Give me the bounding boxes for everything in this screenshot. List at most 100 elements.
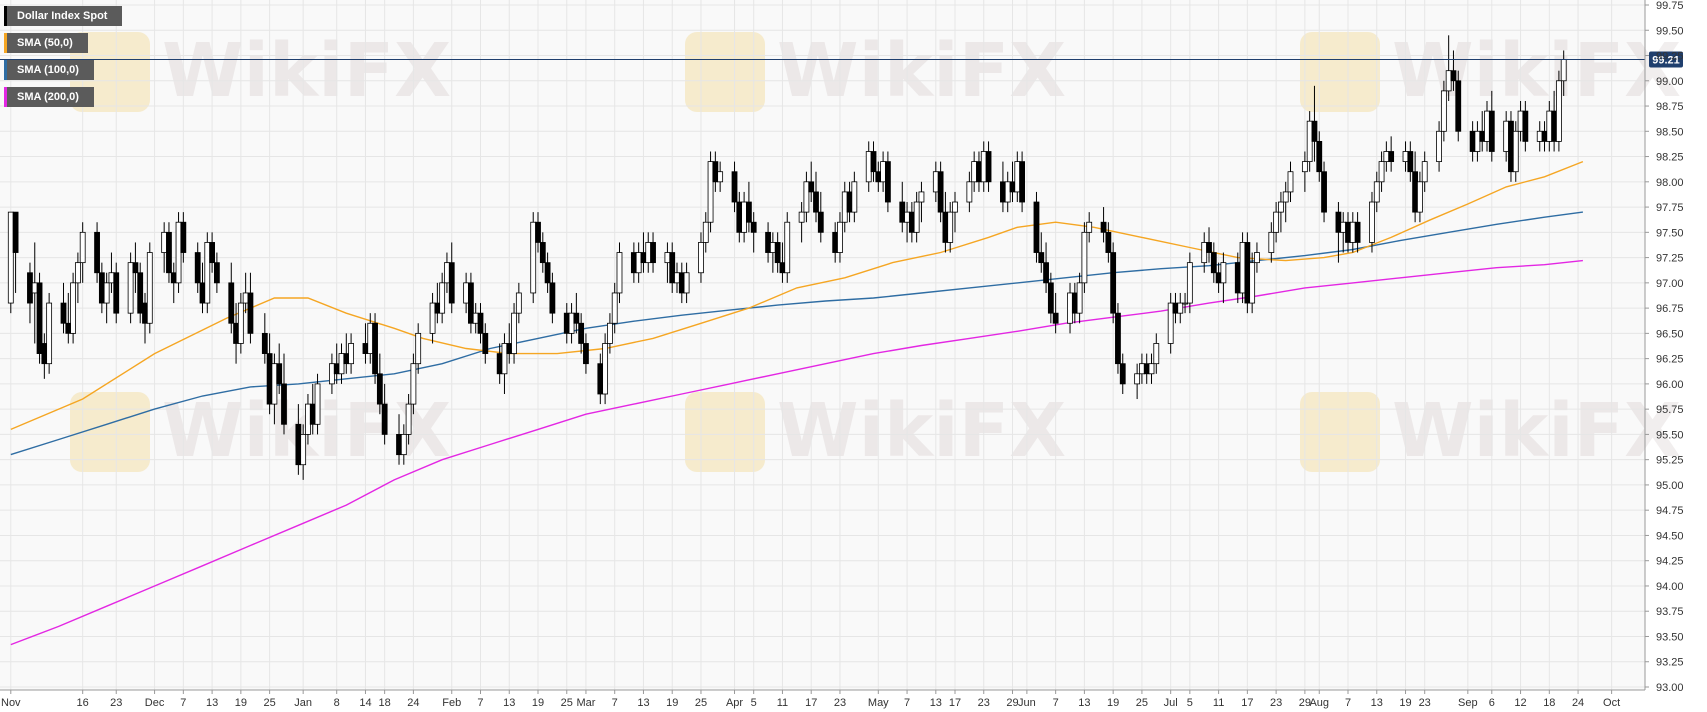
- candle: [669, 242, 676, 293]
- candle: [1388, 136, 1395, 172]
- candle-body: [736, 201, 743, 233]
- candle-body: [908, 211, 915, 233]
- candle: [1455, 70, 1462, 142]
- y-tick-label: 94.00: [1656, 581, 1684, 593]
- candle-body: [1134, 373, 1141, 385]
- x-tick-label: 23: [1270, 697, 1282, 709]
- candle-body: [1388, 151, 1395, 163]
- y-tick-label: 97.75: [1656, 202, 1684, 214]
- candle-body: [1038, 252, 1045, 264]
- candle-body: [1469, 130, 1476, 152]
- candle: [410, 353, 417, 415]
- candle: [511, 303, 517, 364]
- candle-body: [333, 363, 340, 375]
- candle-body: [396, 434, 402, 456]
- x-tick-label: 7: [904, 697, 910, 709]
- candle: [1110, 242, 1117, 324]
- candle-body: [568, 312, 575, 334]
- candle-body: [1354, 221, 1361, 243]
- x-tick-label: 19: [1107, 697, 1119, 709]
- candle-body: [1340, 221, 1347, 233]
- candle-body: [544, 262, 551, 284]
- candle-body: [233, 322, 239, 344]
- candle: [539, 232, 546, 273]
- candle-body: [194, 252, 201, 284]
- candle: [607, 313, 613, 354]
- legend-item-sma50[interactable]: SMA (50,0): [4, 33, 88, 53]
- candle-body: [448, 262, 455, 304]
- candle: [1210, 242, 1217, 283]
- candle: [702, 212, 709, 253]
- candle-body: [1369, 201, 1375, 243]
- candle-body: [108, 272, 115, 284]
- candle: [276, 343, 283, 394]
- candle-body: [1177, 302, 1184, 314]
- candle-body: [1282, 191, 1289, 203]
- candle: [535, 212, 541, 253]
- candle-body: [650, 242, 656, 264]
- candle-body: [674, 272, 680, 284]
- candle-body: [1522, 110, 1529, 142]
- candle-body: [1244, 242, 1251, 304]
- candle: [616, 242, 623, 304]
- candle: [448, 242, 455, 314]
- x-tick-label: 8: [334, 697, 340, 709]
- watermark-text: WikiFX: [777, 28, 1066, 114]
- candle-body: [1412, 171, 1419, 213]
- candle: [1373, 171, 1380, 213]
- candle-body: [1052, 312, 1059, 324]
- y-tick-label: 96.00: [1656, 379, 1684, 391]
- x-tick-label: 29: [1299, 697, 1311, 709]
- x-tick-label: 13: [503, 697, 515, 709]
- x-tick-label: Feb: [442, 697, 461, 709]
- legend-item-sma100[interactable]: SMA (100,0): [4, 60, 94, 80]
- candle: [213, 252, 220, 293]
- candle: [1436, 121, 1442, 172]
- candle-body: [46, 302, 53, 365]
- candle-body: [429, 302, 436, 334]
- x-tick-label: 13: [1371, 697, 1383, 709]
- y-tick-label: 95.00: [1656, 480, 1684, 492]
- candle-body: [1455, 80, 1462, 132]
- x-tick-label: Aug: [1309, 697, 1329, 709]
- candle-body: [472, 312, 479, 324]
- candle: [884, 151, 891, 213]
- candle-body: [463, 282, 470, 304]
- x-tick-label: 23: [978, 697, 990, 709]
- x-tick-label: Nov: [1, 697, 21, 709]
- candle: [1440, 80, 1447, 142]
- candle-body: [884, 161, 891, 203]
- candle: [1043, 242, 1049, 293]
- legend-item-instrument[interactable]: Dollar Index Spot: [4, 6, 123, 26]
- candle: [1105, 222, 1112, 263]
- candle: [103, 272, 110, 324]
- candle-body: [199, 282, 206, 304]
- x-tick-label: 24: [1572, 697, 1584, 709]
- candle: [1134, 363, 1141, 400]
- watermark-logo-icon: [1300, 32, 1380, 112]
- candle-body: [583, 343, 589, 365]
- candle-body: [1306, 120, 1313, 163]
- candle-body: [266, 353, 273, 405]
- candle-body: [175, 221, 182, 284]
- legend-swatch-sma50: [4, 33, 7, 53]
- y-tick-label: 93.50: [1656, 631, 1684, 643]
- x-tick-label: 5: [751, 697, 757, 709]
- candle: [247, 272, 254, 344]
- legend-item-sma200[interactable]: SMA (200,0): [4, 87, 94, 107]
- candle-body: [530, 221, 537, 294]
- candle-body: [1402, 151, 1409, 163]
- candle-body: [1043, 262, 1049, 284]
- candle-body: [597, 363, 604, 395]
- y-tick-label: 98.00: [1656, 177, 1684, 189]
- x-tick-label: 17: [949, 697, 961, 709]
- candle-body: [664, 252, 671, 264]
- candle-body: [1474, 130, 1481, 152]
- candle: [1100, 207, 1107, 243]
- candle: [1278, 191, 1284, 233]
- x-tick-label: 23: [110, 697, 122, 709]
- candle-body: [1215, 272, 1222, 284]
- candle-body: [750, 221, 757, 233]
- watermark-logo-icon: [1300, 392, 1380, 472]
- y-tick-label: 98.50: [1656, 126, 1684, 138]
